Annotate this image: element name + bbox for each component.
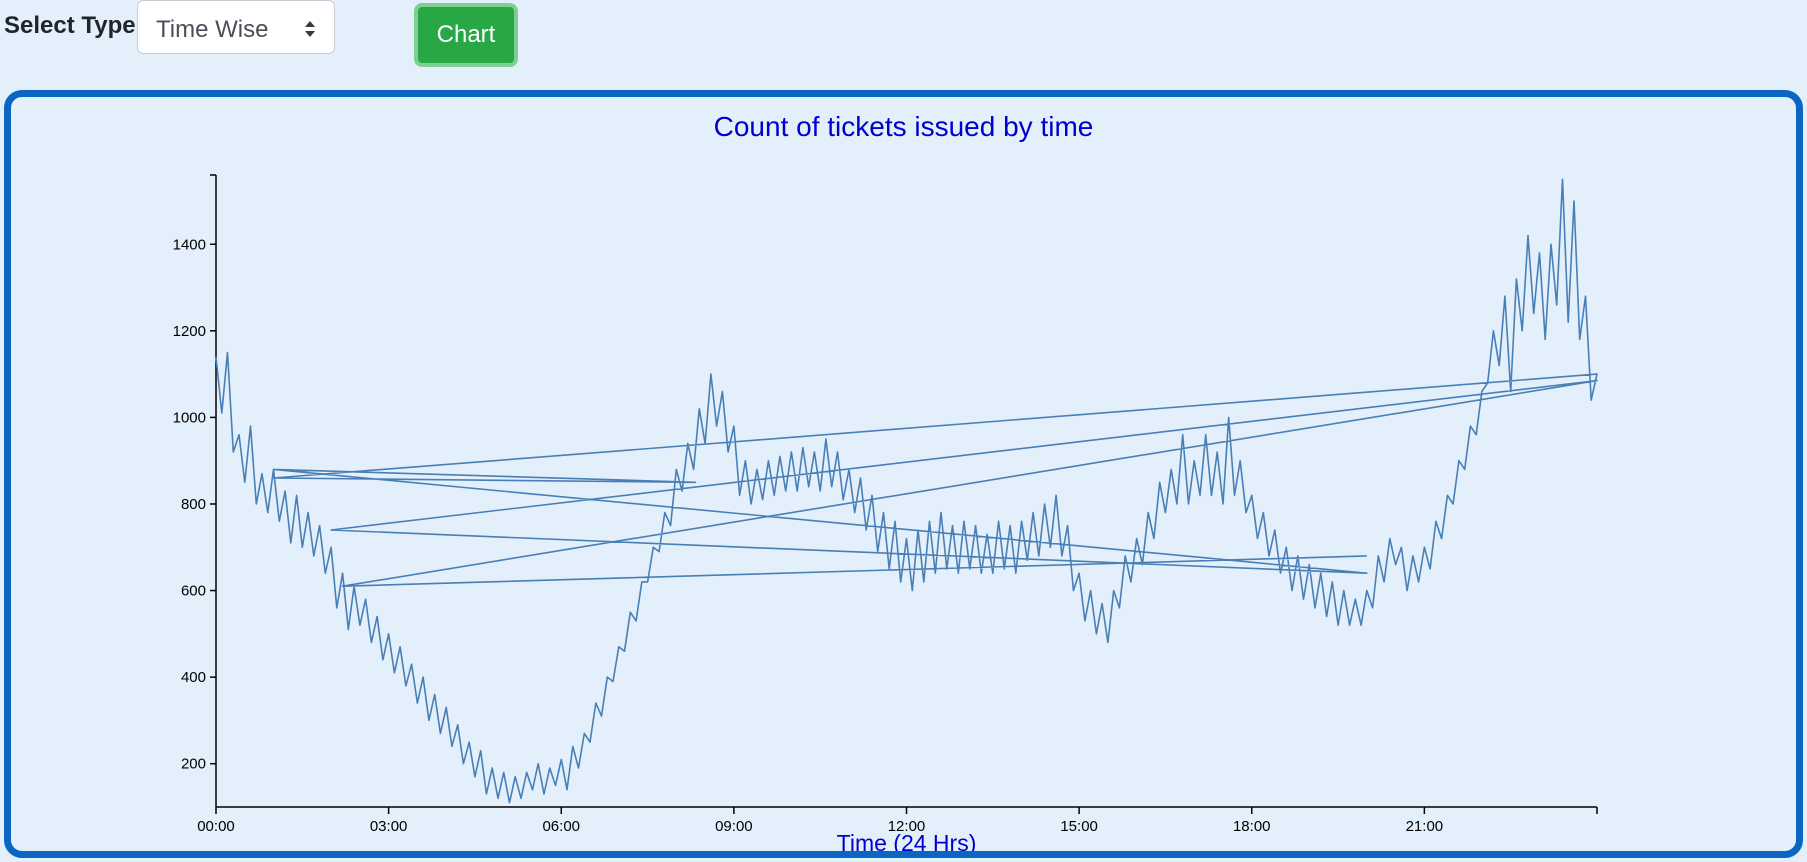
x-tick-label: 06:00: [542, 818, 580, 835]
x-axis: 00:00 03:00 06:00 09:00 12:00 15:00 18:00 21:00: [197, 806, 1598, 835]
y-tick-label: 1200: [173, 323, 206, 340]
chart-title: Count of tickets issued by time: [713, 111, 1094, 142]
select-type-value: Time Wise: [156, 16, 269, 43]
x-tick-label: 09:00: [715, 818, 753, 835]
x-tick-label: 00:00: [197, 818, 235, 835]
x-tick-label: 15:00: [1060, 818, 1098, 835]
select-type-label: Select Type: [4, 12, 136, 39]
chart-button[interactable]: Chart: [414, 3, 518, 67]
y-tick-label: 600: [181, 583, 206, 600]
series-line: [215, 178, 1598, 804]
x-tick-label: 03:00: [370, 818, 408, 835]
y-tick-label: 800: [181, 496, 206, 513]
x-tick-label: 18:00: [1233, 818, 1271, 835]
line-chart: 200 400 600 800 1000 1200 1400 00:00 03:00 06:00…: [173, 174, 1598, 851]
select-type-dropdown[interactable]: Time Wise: [137, 0, 335, 54]
y-tick-label: 1000: [173, 409, 206, 426]
x-tick-label: 21:00: [1406, 818, 1444, 835]
y-tick-label: 1400: [173, 236, 206, 253]
toolbar: Select Type Time Wise Chart: [0, 0, 1807, 80]
x-tick-label: 12:00: [888, 818, 926, 835]
chart-panel: Count of tickets issued by time 200 400 60…: [4, 90, 1803, 858]
x-axis-title: Time (24 Hrs): [837, 830, 977, 851]
y-axis: 200 400 600 800 1000 1200 1400: [173, 174, 217, 807]
y-tick-label: 200: [181, 756, 206, 773]
sort-caret-icon: [305, 21, 315, 37]
y-tick-label: 400: [181, 669, 206, 686]
